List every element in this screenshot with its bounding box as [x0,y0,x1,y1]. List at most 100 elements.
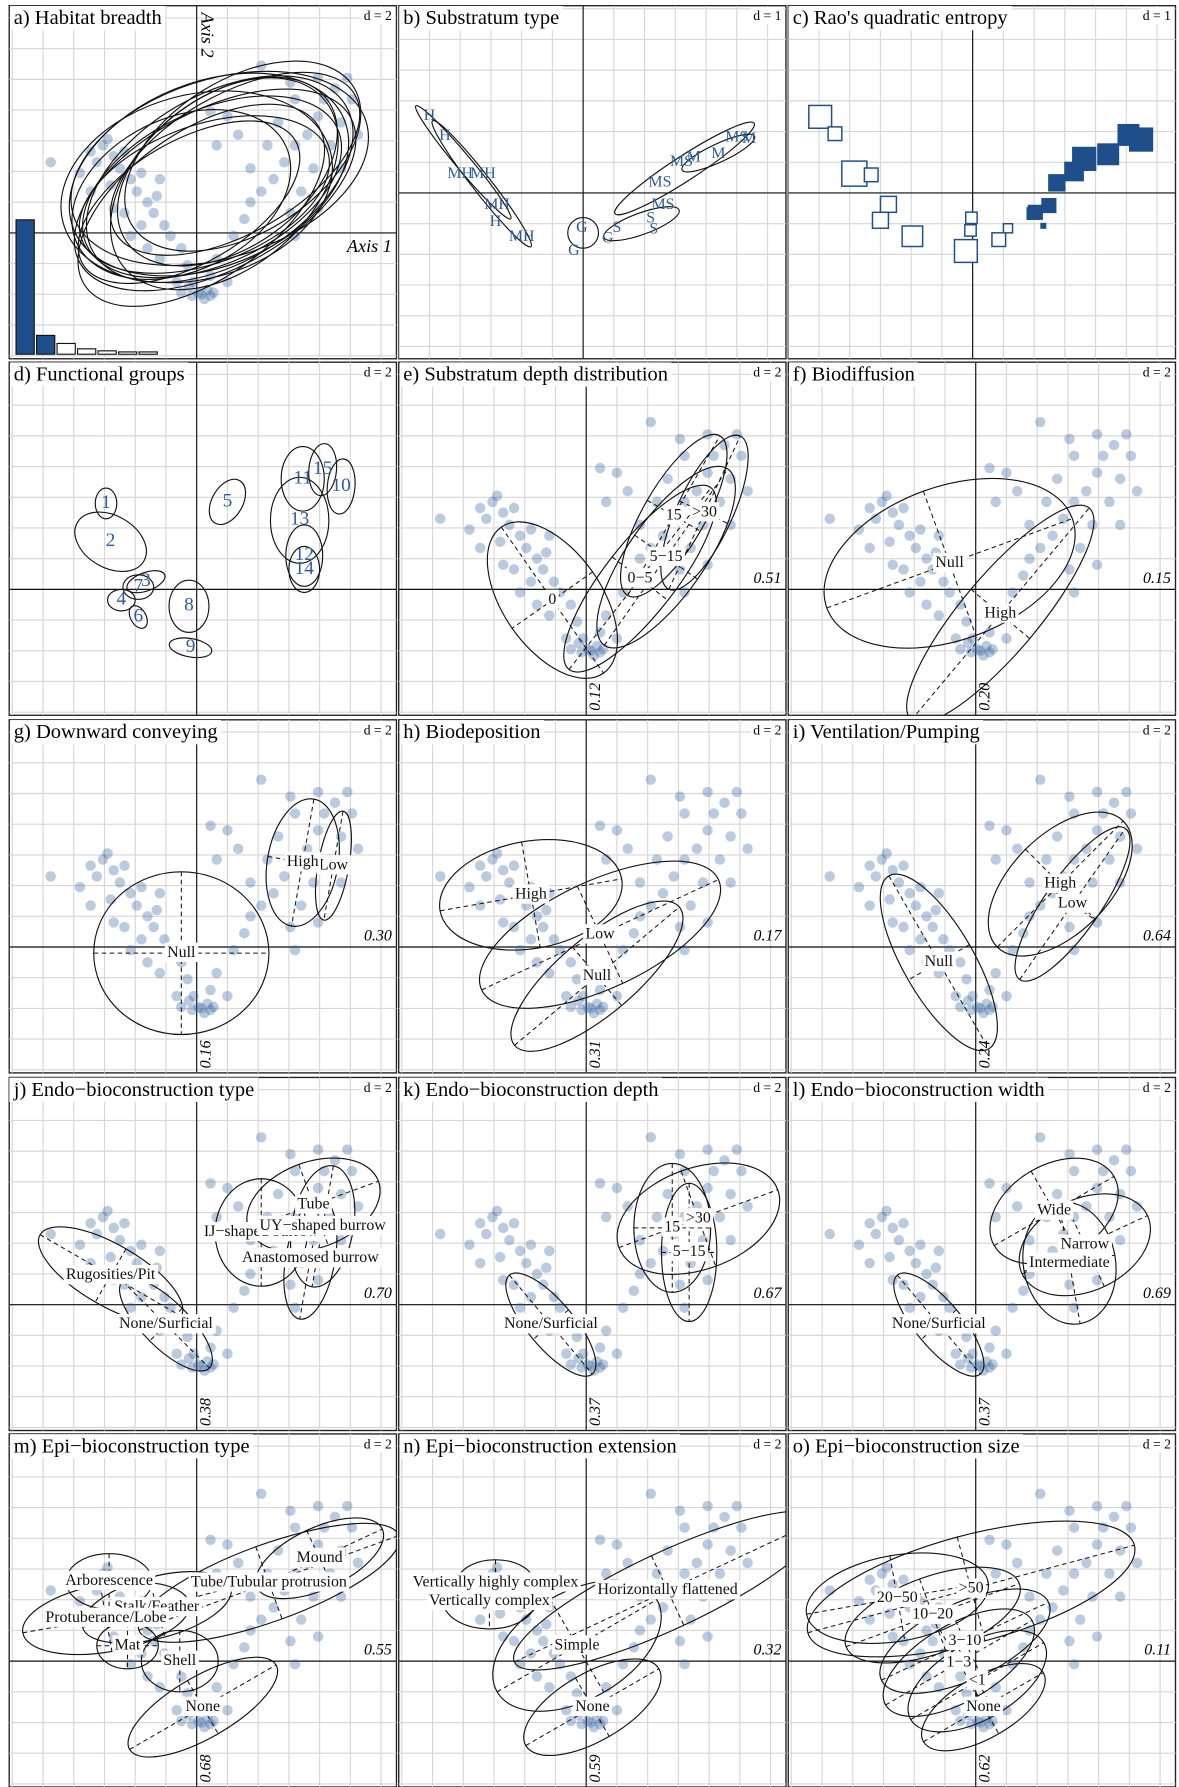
species-point [159,219,170,231]
species-point [525,1648,537,1659]
species-point [544,1245,555,1257]
species-point [255,1488,267,1500]
species-point [154,888,166,899]
species-point [232,843,244,854]
species-point [634,911,646,922]
label-box [361,1078,395,1097]
label-box [10,362,189,387]
group-label: Mound [297,1549,343,1566]
panel-frame [398,1433,787,1787]
species-point [611,1539,623,1550]
label-box [316,855,351,875]
species-point [497,917,509,928]
species-point [588,650,600,661]
group-ellipse [681,133,756,173]
species-point [930,1262,942,1274]
species-point [487,1211,498,1223]
species-point [887,917,898,928]
species-point [1091,1539,1103,1550]
label-box [161,1650,200,1670]
label-box [1055,893,1090,913]
species-point [864,1574,875,1586]
group-label: 3 [141,570,151,591]
x-annotation: 0.69 [1143,1285,1171,1302]
ellipse-axis [885,1619,1033,1706]
group-label: Vertically highly complex [413,1573,579,1590]
grid-step-label: d = 2 [753,1080,781,1095]
species-point [702,1631,713,1642]
species-point [289,1658,301,1670]
species-point [196,1717,207,1728]
species-point [1007,1302,1018,1313]
species-point [255,186,267,197]
species-point [708,1522,719,1533]
species-point [990,1325,1001,1336]
species-point [702,1539,713,1550]
group-label: Intermediate [1029,1254,1110,1271]
entropy-square [964,211,978,225]
species-point [531,911,543,922]
species-point [1068,1568,1080,1579]
species-point [1108,797,1120,808]
species-point [594,1362,606,1373]
species-point [571,616,583,627]
species-point [1114,1545,1126,1556]
species-point [205,984,216,996]
species-point [222,276,233,288]
species-point [990,1211,1001,1223]
panel-title: n) Epi−bioconstruction extension [403,1435,676,1457]
species-point [1035,1132,1046,1143]
species-point [1091,1274,1103,1286]
group-label: Null [925,953,954,970]
species-point [915,1239,926,1251]
species-point [497,559,509,571]
species-point [1047,530,1058,541]
eigenvalue-bar [15,219,35,355]
species-point [554,1302,566,1313]
label-box [789,1434,1023,1459]
grid-step-label: d = 2 [364,1436,392,1451]
species-point [1108,1155,1120,1166]
panel-title: g) Downward conveying [14,721,218,743]
species-point [887,1579,898,1590]
label-box [63,1264,159,1285]
ellipse-axis [650,1555,685,1626]
species-point [497,1274,509,1286]
species-point [1131,485,1143,497]
point-label: MS [670,153,693,170]
species-point [183,1353,195,1364]
species-point [898,564,909,575]
species-point [531,1268,543,1280]
species-point [481,1228,492,1240]
species-point [1024,911,1035,922]
group-ellipse [168,579,210,633]
species-point [531,1671,543,1682]
species-point [594,1342,606,1353]
species-point [102,1562,113,1573]
species-point [504,1234,515,1246]
species-point [719,1155,730,1166]
species-point [955,1671,966,1682]
group-ellipse [106,588,136,612]
species-point [1041,1568,1052,1579]
species-point [965,1004,977,1016]
label-box [789,720,984,745]
species-point [617,1658,629,1670]
species-point [824,871,835,882]
group-label: Narrow [1060,1235,1109,1252]
species-point [651,1568,663,1579]
species-point [742,485,753,497]
species-point [186,1362,198,1373]
panel-title: m) Epi−bioconstruction type [14,1435,250,1457]
grid-step-label: d = 2 [1143,1080,1171,1095]
species-point [208,287,219,298]
group-label: 10−20 [912,1606,953,1623]
species-point [136,167,147,179]
species-point [102,1205,113,1217]
species-point [1068,1658,1080,1670]
eigenvalue-bar [35,334,56,355]
species-point [525,1239,537,1251]
group-label: None [186,1698,221,1715]
